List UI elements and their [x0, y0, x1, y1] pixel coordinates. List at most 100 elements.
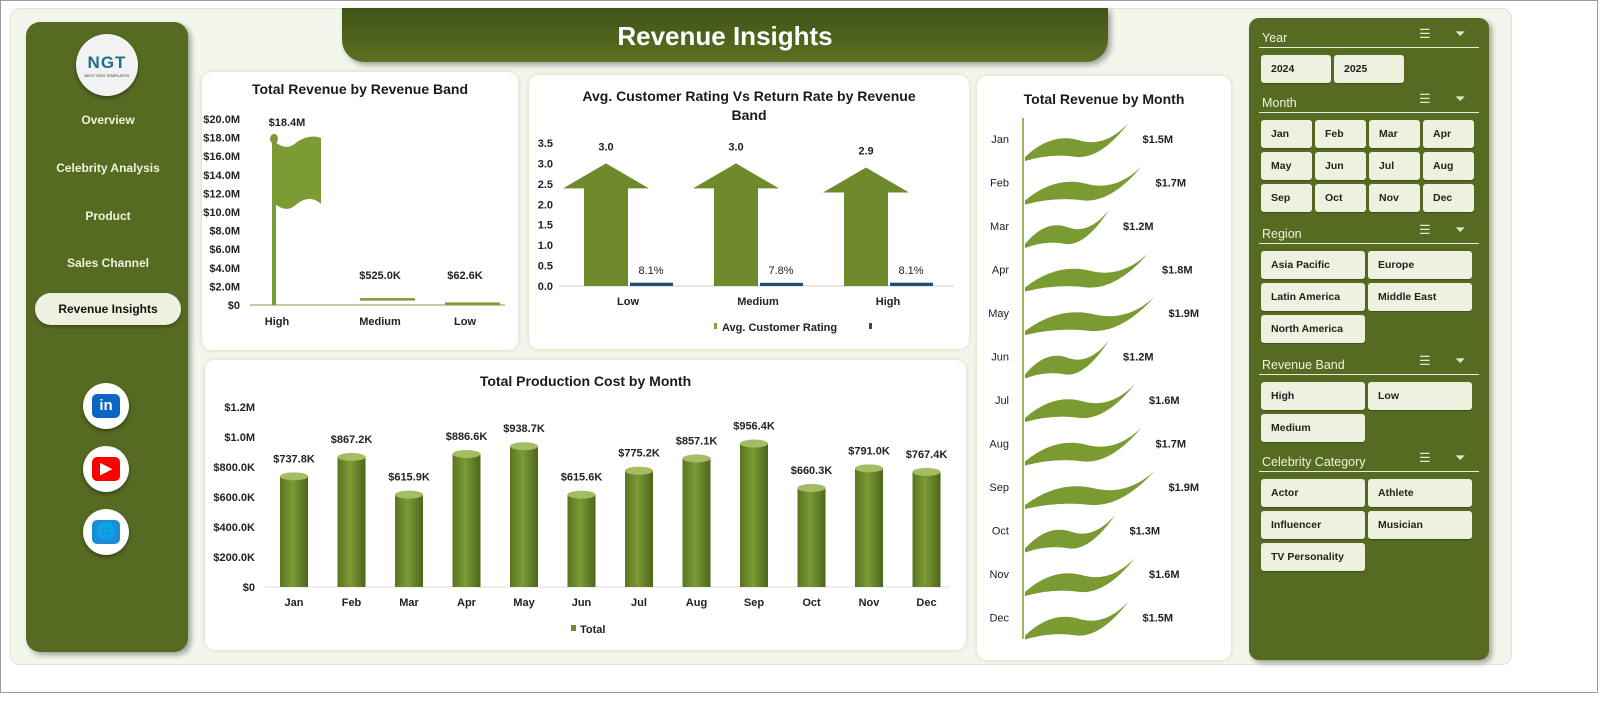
slicer-item-high[interactable]: High — [1261, 382, 1365, 410]
revenue-leaf-bar — [1025, 471, 1155, 509]
window-frame — [0, 0, 1598, 693]
x-tick-label: Nov — [859, 597, 881, 609]
slicer-header-region: Region ☰ ⏷ — [1259, 222, 1479, 244]
y-tick-label: 0.5 — [538, 261, 553, 273]
bar — [855, 464, 883, 587]
slicer-item-medium[interactable]: Medium — [1261, 414, 1365, 442]
bar-flag — [360, 298, 415, 301]
revenue-leaf-bar — [1025, 340, 1109, 379]
multi-select-icon[interactable]: ☰ — [1419, 26, 1431, 41]
data-label: $18.4M — [269, 117, 306, 129]
nav-sales-channel[interactable]: Sales Channel — [66, 256, 150, 270]
globe-button[interactable]: 🌐 — [83, 509, 129, 555]
y-tick-label: $800.0K — [213, 462, 255, 474]
y-tick-label: $400.0K — [213, 522, 255, 534]
bar — [740, 439, 768, 587]
x-tick-label: Medium — [737, 296, 779, 308]
slicer-item-feb[interactable]: Feb — [1315, 120, 1366, 148]
linkedin-button[interactable]: in — [83, 383, 129, 429]
slicer-item-aug[interactable]: Aug — [1423, 152, 1474, 180]
slicer-title: Region — [1262, 227, 1302, 241]
data-label: 7.8% — [768, 265, 793, 277]
slicer-item-latin-america[interactable]: Latin America — [1261, 283, 1365, 311]
slicer-item-actor[interactable]: Actor — [1261, 479, 1365, 507]
y-tick-label: $14.0M — [203, 170, 240, 182]
data-label: $615.9K — [388, 472, 430, 484]
multi-select-icon[interactable]: ☰ — [1419, 450, 1431, 465]
multi-select-icon[interactable]: ☰ — [1419, 222, 1431, 237]
slicer-item-apr[interactable]: Apr — [1423, 120, 1474, 148]
legend-swatch — [571, 625, 576, 631]
x-tick-label: Oct — [802, 597, 821, 609]
slicer-item-middle-east[interactable]: Middle East — [1368, 283, 1472, 311]
bar — [797, 483, 826, 587]
x-tick-label: High — [265, 316, 290, 328]
slicer-item-musician[interactable]: Musician — [1368, 511, 1472, 539]
data-label: $525.0K — [359, 270, 401, 282]
revenue-by-month-chart: Jan $1.5M Feb $1.7M Mar $1.2M Apr $1.8M May $1.9M… — [988, 118, 1200, 640]
revenue-by-month-card: Total Revenue by Month Jan $1.5M Feb $1.7M M… — [977, 76, 1231, 660]
y-tick-label: Sep — [989, 482, 1009, 494]
slicer-item-asia-pacific[interactable]: Asia Pacific — [1261, 251, 1365, 279]
logo-text: NGT — [87, 52, 127, 72]
y-tick-label: $18.0M — [203, 133, 240, 145]
linkedin-icon: in — [92, 394, 120, 418]
multi-select-icon[interactable]: ☰ — [1419, 353, 1431, 368]
revenue-leaf-bar — [1025, 123, 1129, 161]
chart-title: Total Production Cost by Month — [479, 373, 692, 389]
y-tick-label: $0 — [243, 582, 255, 594]
slicer-item-athlete[interactable]: Athlete — [1368, 479, 1472, 507]
youtube-button[interactable]: ▶ — [83, 446, 129, 492]
nav-overview[interactable]: Overview — [81, 113, 135, 127]
nav-celebrity-analysis[interactable]: Celebrity Analysis — [56, 161, 160, 175]
x-tick-label: Jul — [631, 597, 647, 609]
nav-product[interactable]: Product — [85, 209, 131, 223]
slicer-item-nov[interactable]: Nov — [1369, 184, 1420, 212]
slicer-title: Year — [1262, 31, 1288, 45]
y-tick-label: Oct — [992, 526, 1009, 538]
data-label: $1.9M — [1169, 308, 1200, 320]
slicer-item-europe[interactable]: Europe — [1368, 251, 1472, 279]
bar-flag — [445, 302, 500, 305]
rating-arrow — [823, 167, 909, 286]
legend-label: Total — [580, 624, 605, 636]
legend-swatch — [869, 323, 872, 329]
slicer-item-2024[interactable]: 2024 — [1261, 55, 1331, 83]
clear-filter-icon[interactable]: ⏷ — [1455, 26, 1466, 41]
slicer-item-jan[interactable]: Jan — [1261, 120, 1312, 148]
nav-revenue-insights[interactable]: Revenue Insights — [35, 293, 181, 325]
slicer-item-jul[interactable]: Jul — [1369, 152, 1420, 180]
slicer-item-tv-personality[interactable]: TV Personality — [1261, 543, 1365, 571]
clear-filter-icon[interactable]: ⏷ — [1455, 222, 1466, 237]
data-label: $1.2M — [1123, 352, 1154, 364]
chart-title: Avg. Customer Rating Vs Return Rate by R… — [582, 88, 916, 123]
data-label: $62.6K — [447, 270, 483, 282]
slicer-item-sep[interactable]: Sep — [1261, 184, 1312, 212]
data-label: $1.8M — [1162, 265, 1193, 277]
revenue-leaf-bar — [1025, 210, 1109, 248]
data-label: $791.0K — [848, 445, 890, 457]
slicer-header-month: Month ☰ ⏷ — [1259, 91, 1479, 113]
data-label: $1.3M — [1130, 526, 1161, 538]
slicer-item-low[interactable]: Low — [1368, 382, 1472, 410]
slicer-item-mar[interactable]: Mar — [1369, 120, 1420, 148]
revenue-leaf-bar — [1025, 253, 1148, 292]
clear-filter-icon[interactable]: ⏷ — [1455, 353, 1466, 368]
slicer-item-influencer[interactable]: Influencer — [1261, 511, 1365, 539]
bar — [280, 472, 308, 587]
slicer-item-oct[interactable]: Oct — [1315, 184, 1366, 212]
multi-select-icon[interactable]: ☰ — [1419, 91, 1431, 106]
data-label: $1.2M — [1123, 221, 1154, 233]
slicer-item-jun[interactable]: Jun — [1315, 152, 1366, 180]
slicer-item-dec[interactable]: Dec — [1423, 184, 1474, 212]
data-label: $767.4K — [906, 449, 948, 461]
clear-filter-icon[interactable]: ⏷ — [1455, 91, 1466, 106]
slicer-item-north-america[interactable]: North America — [1261, 315, 1365, 343]
slicer-item-2025[interactable]: 2025 — [1334, 55, 1404, 83]
data-label: $956.4K — [733, 421, 775, 433]
x-tick-label: Jan — [285, 597, 304, 609]
slicer-item-may[interactable]: May — [1261, 152, 1312, 180]
slicer-title: Celebrity Category — [1262, 455, 1366, 469]
y-tick-label: Aug — [989, 439, 1009, 451]
clear-filter-icon[interactable]: ⏷ — [1455, 450, 1466, 465]
